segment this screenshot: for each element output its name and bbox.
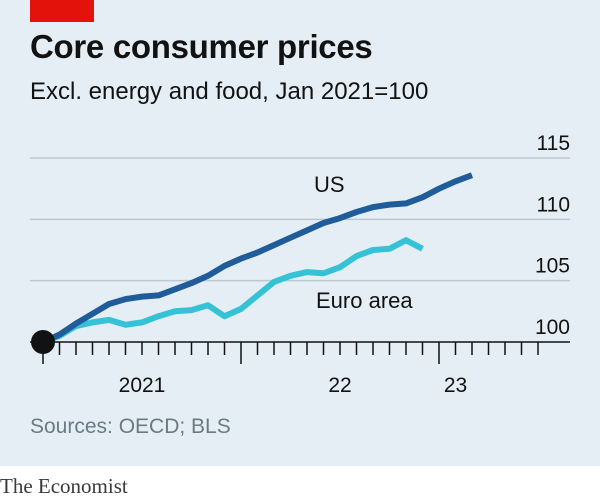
x-ticks: 2021 22 23 [42,342,539,397]
brand-logo-text: The Economist [0,474,128,498]
brand-red-tag [30,0,94,22]
x-tick-label-23: 23 [444,374,467,397]
series-line-euro-area [41,237,424,345]
series-line-us [41,172,474,345]
y-tick-label-100: 100 [535,316,570,339]
x-tick-label-22: 22 [328,374,351,397]
line-chart: 100 105 110 115 2021 22 23 US Euro area [30,132,570,397]
y-tick-label-105: 105 [535,255,570,278]
y-tick-label-115: 115 [537,132,570,155]
euro-series-label: Euro area [316,288,413,313]
chart-title: Core consumer prices [30,28,373,65]
y-tick-label-110: 110 [537,193,570,216]
chart-subtitle: Excl. energy and food, Jan 2021=100 [30,78,429,105]
us-series-label: US [314,172,345,197]
x-tick-label-2021: 2021 [119,374,166,397]
origin-point [31,330,55,354]
gridlines [30,157,570,343]
source-note: Sources: OECD; BLS [30,415,231,438]
series-lines [41,172,474,345]
y-tick-labels: 100 105 110 115 [535,132,570,339]
